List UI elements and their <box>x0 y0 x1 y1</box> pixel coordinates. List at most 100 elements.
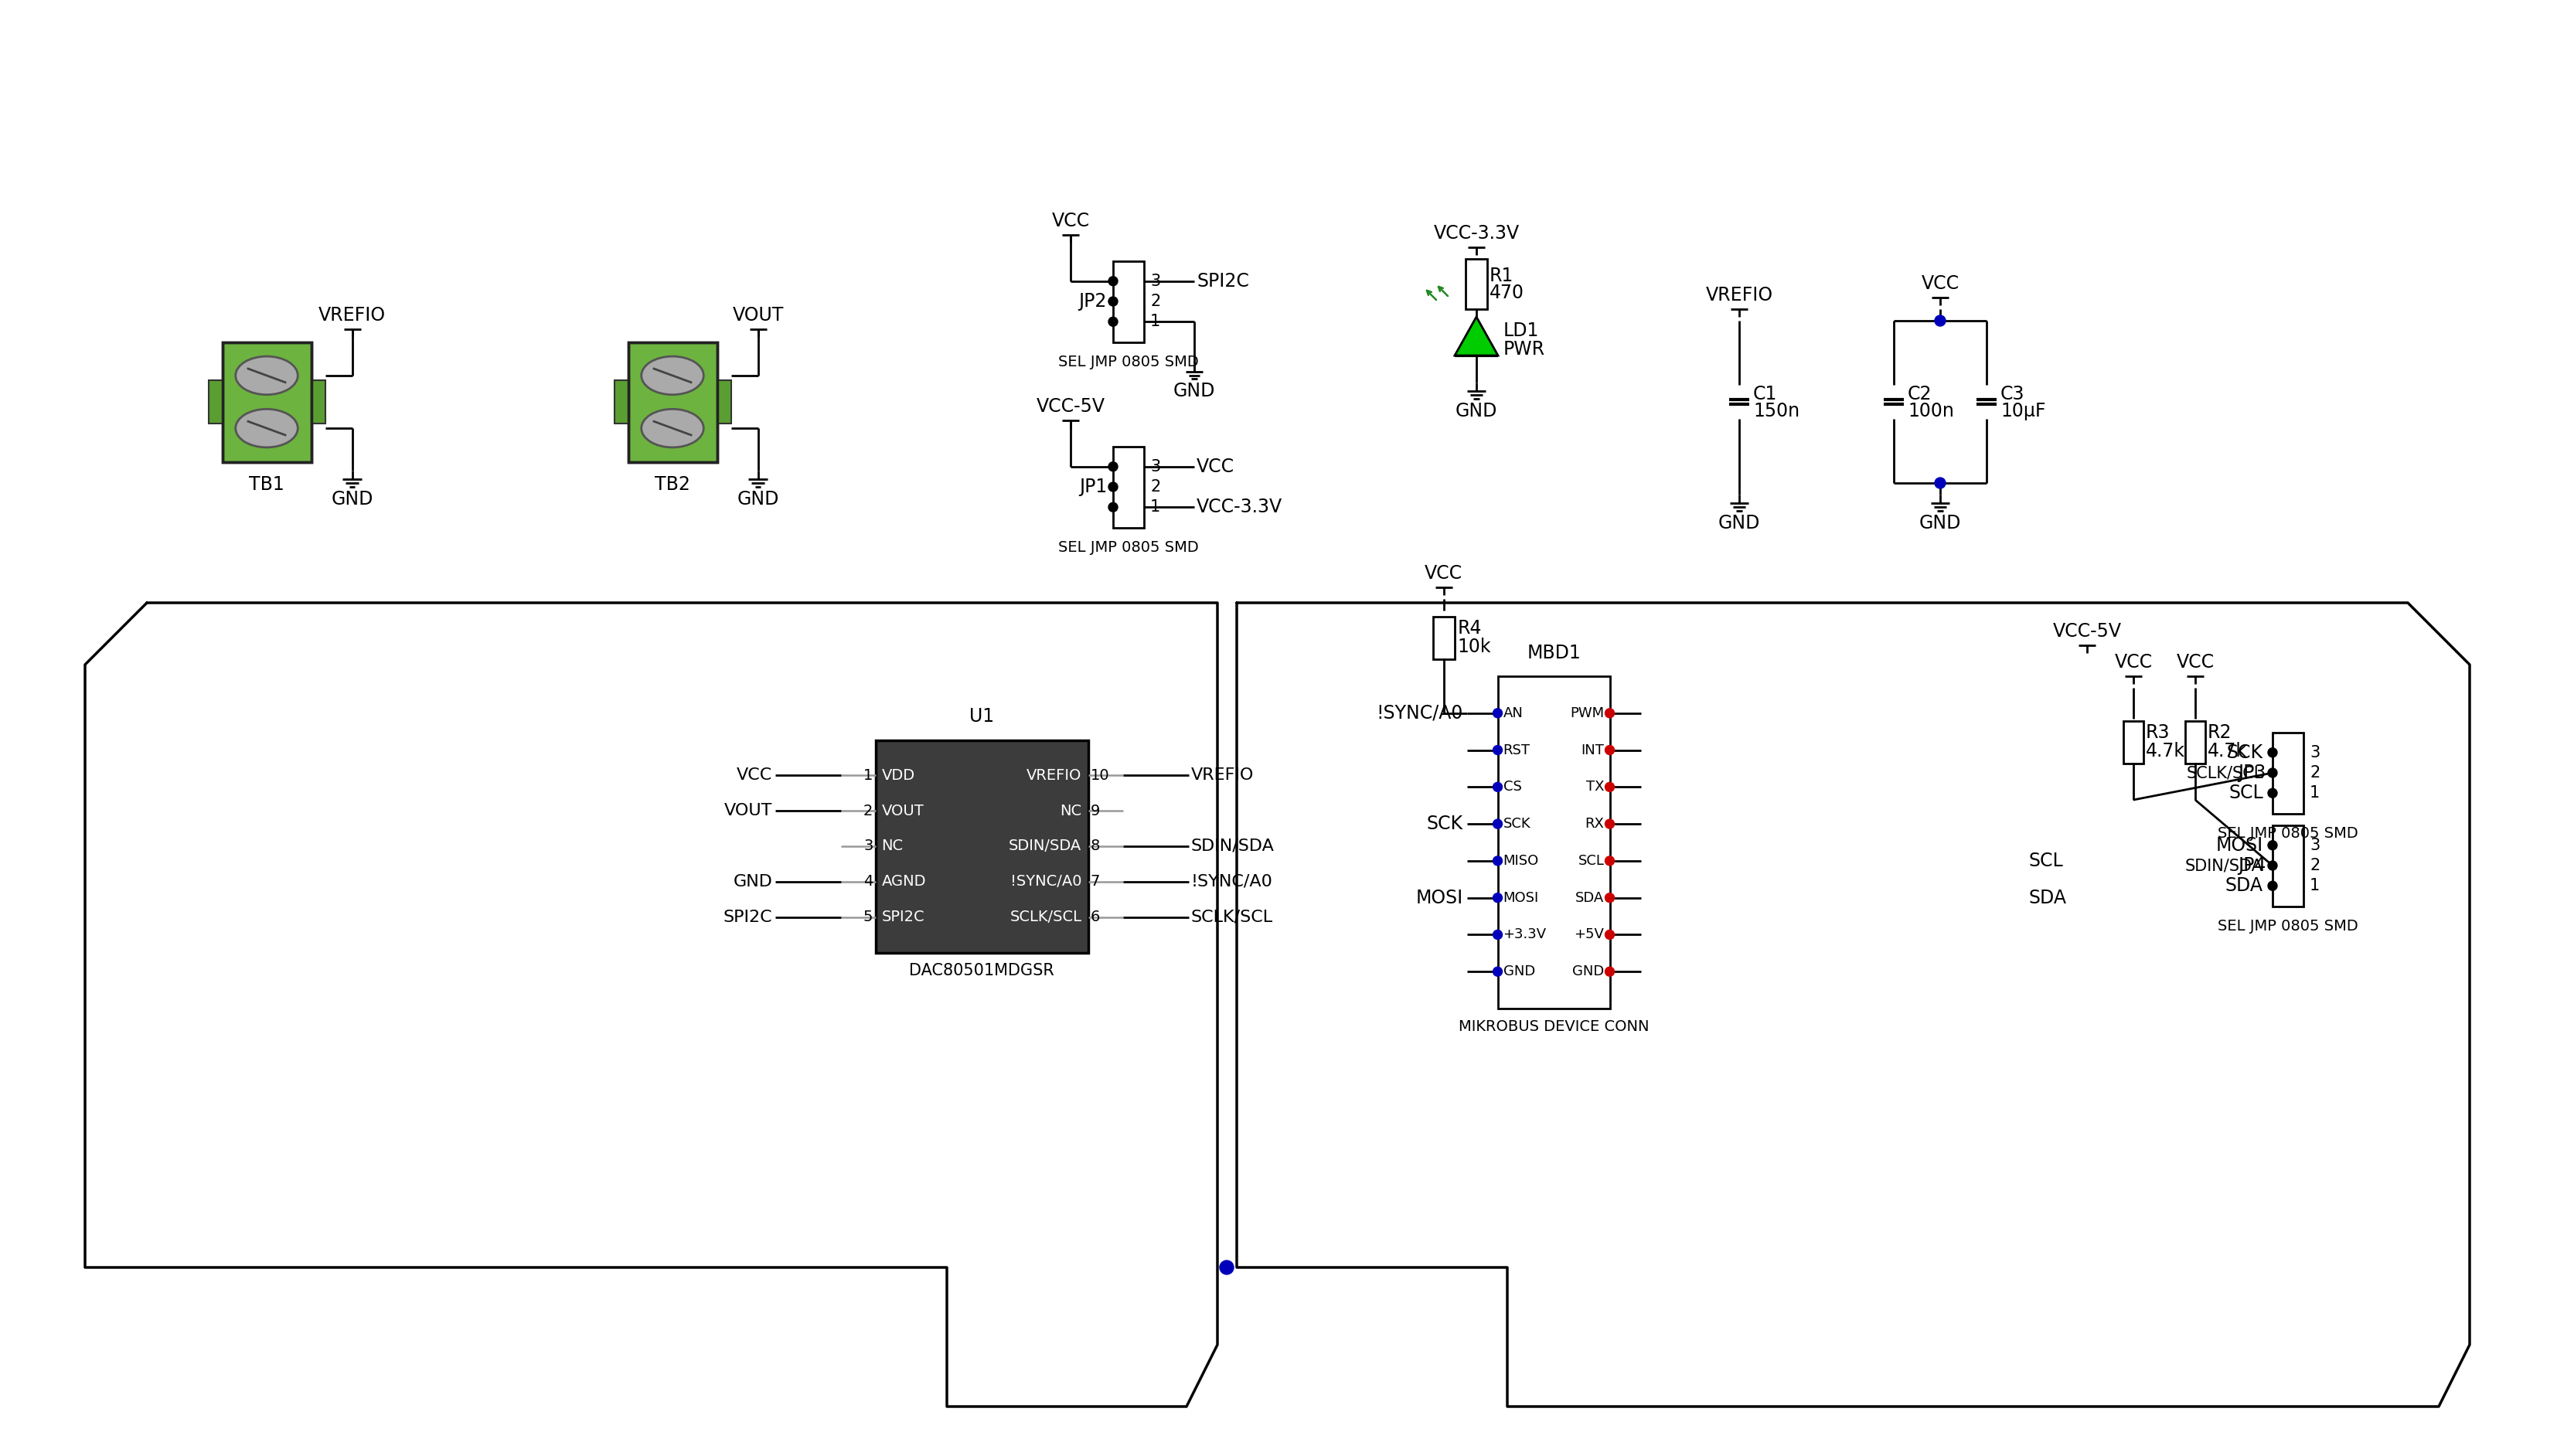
Text: 470: 470 <box>1491 284 1524 303</box>
Bar <box>1465 259 1488 309</box>
Text: SDIN/SDA: SDIN/SDA <box>1192 839 1273 855</box>
Text: SDA: SDA <box>1575 891 1603 904</box>
Circle shape <box>1493 820 1504 828</box>
Text: JP3: JP3 <box>2237 763 2266 782</box>
Text: SCK: SCK <box>1427 815 1463 833</box>
Text: 4.7k: 4.7k <box>2145 743 2186 760</box>
Text: 1: 1 <box>1151 314 1161 329</box>
Text: RX: RX <box>1585 817 1603 831</box>
Text: SCL: SCL <box>2030 852 2063 871</box>
Text: U1: U1 <box>969 708 995 727</box>
Text: MBD1: MBD1 <box>1527 644 1580 662</box>
Text: TX: TX <box>1585 780 1603 794</box>
Text: MISO: MISO <box>1504 853 1539 868</box>
Bar <box>1112 261 1143 342</box>
Text: INT: INT <box>1580 743 1603 757</box>
Circle shape <box>1493 856 1504 865</box>
Text: SEL JMP 0805 SMD: SEL JMP 0805 SMD <box>1059 540 1199 555</box>
Text: RST: RST <box>1504 743 1529 757</box>
Text: 10μF: 10μF <box>2000 402 2046 421</box>
Circle shape <box>1936 478 1946 488</box>
Bar <box>614 380 629 424</box>
Bar <box>614 380 629 424</box>
Text: SCK: SCK <box>2227 743 2263 761</box>
Text: VCC-5V: VCC-5V <box>1036 397 1105 415</box>
Circle shape <box>2268 789 2278 798</box>
Text: 3: 3 <box>2309 837 2319 853</box>
Text: R3: R3 <box>2145 724 2171 743</box>
Bar <box>874 740 1087 952</box>
Circle shape <box>1606 820 1613 828</box>
Text: GND: GND <box>1920 514 1961 533</box>
Bar <box>2273 826 2304 906</box>
Text: SCL: SCL <box>1578 853 1603 868</box>
Text: SPI2C: SPI2C <box>724 910 772 925</box>
Circle shape <box>1493 930 1504 939</box>
Text: 4: 4 <box>864 874 872 890</box>
Text: !SYNC/A0: !SYNC/A0 <box>1376 703 1463 722</box>
Text: SDIN/SDA: SDIN/SDA <box>1010 839 1082 853</box>
Circle shape <box>2268 881 2278 891</box>
Text: 3: 3 <box>1151 459 1161 475</box>
FancyBboxPatch shape <box>222 342 312 462</box>
Text: SCLK/SCL: SCLK/SCL <box>1192 910 1273 925</box>
Circle shape <box>1493 893 1504 903</box>
Circle shape <box>1493 967 1504 977</box>
Text: GND: GND <box>1455 402 1498 421</box>
Text: 2: 2 <box>2309 764 2319 780</box>
Text: GND: GND <box>1718 514 1759 533</box>
Circle shape <box>1493 782 1504 792</box>
Text: SPI2C: SPI2C <box>1197 272 1248 290</box>
Circle shape <box>1107 462 1117 472</box>
Text: SCL: SCL <box>2230 783 2263 802</box>
Text: SPI2C: SPI2C <box>882 910 926 925</box>
Text: 2: 2 <box>2309 858 2319 874</box>
Text: 8: 8 <box>1089 839 1100 853</box>
Text: NC: NC <box>882 839 903 853</box>
Text: VCC: VCC <box>1920 274 1959 293</box>
Circle shape <box>1606 709 1613 718</box>
Text: SCK: SCK <box>1504 817 1532 831</box>
Circle shape <box>1936 316 1946 326</box>
Bar <box>2186 721 2204 763</box>
Circle shape <box>1606 745 1613 754</box>
Text: PWR: PWR <box>1504 341 1544 358</box>
Circle shape <box>1606 782 1613 792</box>
Circle shape <box>1107 317 1117 326</box>
Bar <box>2122 721 2143 763</box>
Bar <box>222 342 312 462</box>
Text: VDD: VDD <box>882 769 915 783</box>
Circle shape <box>2268 769 2278 778</box>
Text: JP1: JP1 <box>1079 478 1107 496</box>
Circle shape <box>2268 840 2278 850</box>
Circle shape <box>1606 967 1613 977</box>
Text: +5V: +5V <box>1575 927 1603 942</box>
Text: PWM: PWM <box>1570 706 1603 721</box>
Text: SDIN/SDA: SDIN/SDA <box>2186 858 2263 874</box>
Text: VREFIO: VREFIO <box>1706 285 1772 304</box>
Text: R4: R4 <box>1457 619 1483 638</box>
Text: 150n: 150n <box>1754 402 1800 421</box>
Polygon shape <box>1455 317 1498 355</box>
Text: 4.7k: 4.7k <box>2207 743 2248 760</box>
Text: NC: NC <box>1061 804 1082 818</box>
Text: LD1: LD1 <box>1504 322 1539 341</box>
Text: !SYNC/A0: !SYNC/A0 <box>1010 874 1082 890</box>
Circle shape <box>1606 856 1613 865</box>
Text: VCC: VCC <box>1424 563 1463 582</box>
Text: GND: GND <box>736 491 780 508</box>
Text: VCC: VCC <box>736 767 772 783</box>
Text: GND: GND <box>1504 965 1534 978</box>
Text: GND: GND <box>1573 965 1603 978</box>
Text: DAC80501MDGSR: DAC80501MDGSR <box>910 964 1053 978</box>
Text: 100n: 100n <box>1908 402 1954 421</box>
Text: SEL JMP 0805 SMD: SEL JMP 0805 SMD <box>2217 826 2358 840</box>
Text: R1: R1 <box>1491 266 1514 285</box>
Ellipse shape <box>642 357 703 395</box>
Text: 9: 9 <box>1089 804 1100 818</box>
Circle shape <box>1493 745 1504 754</box>
Circle shape <box>1606 930 1613 939</box>
Text: SDA: SDA <box>2030 888 2066 907</box>
Text: R2: R2 <box>2207 724 2232 743</box>
FancyBboxPatch shape <box>629 342 716 462</box>
